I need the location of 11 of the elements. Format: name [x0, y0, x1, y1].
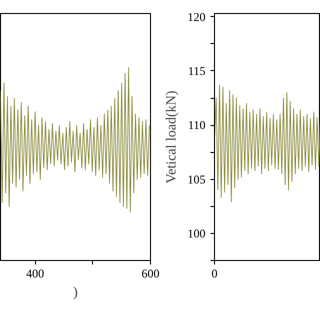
text: 0: [212, 266, 218, 280]
x-axis-title: ): [73, 286, 78, 300]
y-tick-label: 115: [188, 64, 206, 78]
y-tick-label: 105: [188, 172, 206, 186]
y-axis-title: Vetical load(kN): [164, 90, 180, 184]
line-series: [214, 84, 320, 202]
x-tick-label: 400: [26, 266, 44, 280]
y-tick-label: 100: [188, 226, 206, 240]
y-tick-label: 120: [188, 10, 206, 24]
x-tick-label: 600: [142, 266, 160, 280]
y-tick-label: 110: [188, 118, 206, 132]
